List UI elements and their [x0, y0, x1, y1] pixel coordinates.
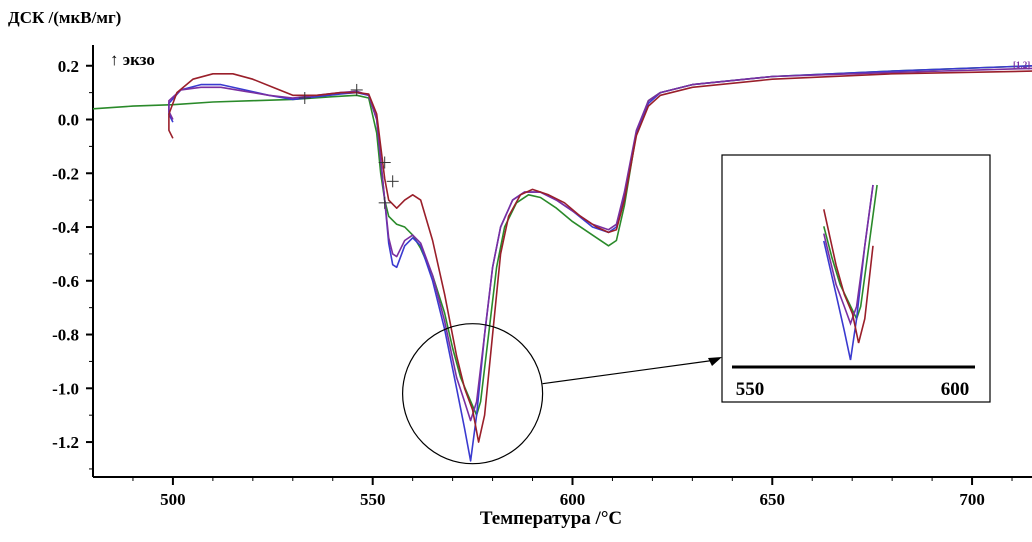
- zoom-arrow-line: [542, 359, 717, 385]
- y-tick-label: -0.6: [52, 272, 79, 291]
- series-line-3: [168, 67, 1032, 422]
- x-tick-label: 550: [360, 490, 386, 509]
- x-tick-label: 650: [760, 490, 786, 509]
- y-tick-label: -0.8: [52, 326, 79, 345]
- series-line-4: [168, 70, 1032, 443]
- zoom-circle: [401, 323, 544, 465]
- exo-direction-label: ↑ экзо: [110, 50, 155, 69]
- y-tick-label: -0.4: [52, 218, 79, 237]
- inset-tick-label: 600: [941, 379, 970, 400]
- x-axis-title: Температура /°C: [479, 508, 623, 529]
- y-tick-label: -1.2: [52, 433, 79, 452]
- y-tick-label: 0.0: [58, 111, 79, 130]
- x-tick-label: 600: [560, 490, 586, 509]
- y-tick-label: -0.2: [52, 164, 79, 183]
- y-tick-label: 0.2: [58, 57, 79, 76]
- zoom-arrow-head: [708, 357, 722, 366]
- x-tick-label: 500: [160, 490, 186, 509]
- inset-series-line-3: [823, 184, 874, 326]
- inset-series-line-4: [823, 209, 874, 344]
- inset-tick-label: 550: [736, 379, 765, 400]
- x-tick-label: 700: [959, 490, 985, 509]
- y-tick-label: -1.0: [52, 379, 79, 398]
- y-axis-title: ДСК /(мкВ/мг): [8, 8, 122, 27]
- series-end-marker: [1.2]: [1013, 60, 1030, 70]
- inset-frame: [721, 154, 991, 403]
- inset-series-line-1: [823, 184, 878, 321]
